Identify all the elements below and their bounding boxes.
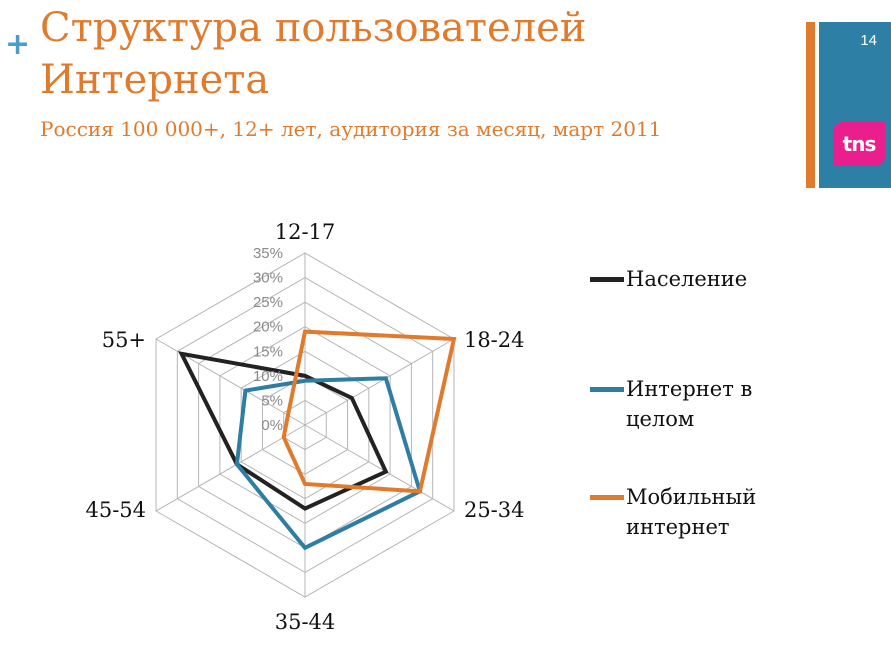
title-line-1: Структура пользователей [40,5,587,51]
legend-swatch-2 [590,495,624,500]
tns-logo: tns [833,122,885,166]
legend-item-1: Интернет в целом [590,374,796,434]
series-line-0 [178,351,389,511]
tick-label: 5% [261,392,283,409]
legend-label-0: Население [626,267,748,291]
slide-title: Структура пользователей Интернета [40,2,586,106]
series-line-2 [281,329,457,494]
category-label: 25-34 [464,498,525,522]
grid-spoke [304,424,455,512]
category-label: 55+ [102,328,146,352]
category-label: 35-44 [275,610,336,634]
tick-label: 20% [253,319,283,336]
title-line-2: Интернета [40,57,270,103]
tick-label: 10% [253,368,283,385]
tick-label: 35% [253,245,283,262]
category-label: 45-54 [85,498,146,522]
legend-swatch-1 [590,387,624,392]
page-number: 14 [860,32,877,49]
plus-icon: + [5,27,31,62]
slide-subtitle: Россия 100 000+, 12+ лет, аудитория за м… [40,117,662,141]
tick-label: 0% [261,417,283,434]
brand-panel: 14 tns [819,22,891,188]
tick-label: 25% [253,294,283,311]
series-line-1 [234,376,423,551]
legend-item-2: Мобильный интернет [590,482,796,542]
legend-swatch-0 [590,277,624,282]
category-label: 18-24 [464,328,525,352]
grid-spoke [304,338,455,426]
tick-label: 30% [253,270,283,287]
legend-item-0: Население [590,264,796,294]
tick-label: 15% [253,343,283,360]
orange-accent-bar [806,22,815,188]
grid-spoke [155,424,306,512]
category-label: 12-17 [275,220,336,244]
legend-label-2: Мобильный интернет [626,485,757,539]
legend-label-1: Интернет в целом [626,377,753,431]
